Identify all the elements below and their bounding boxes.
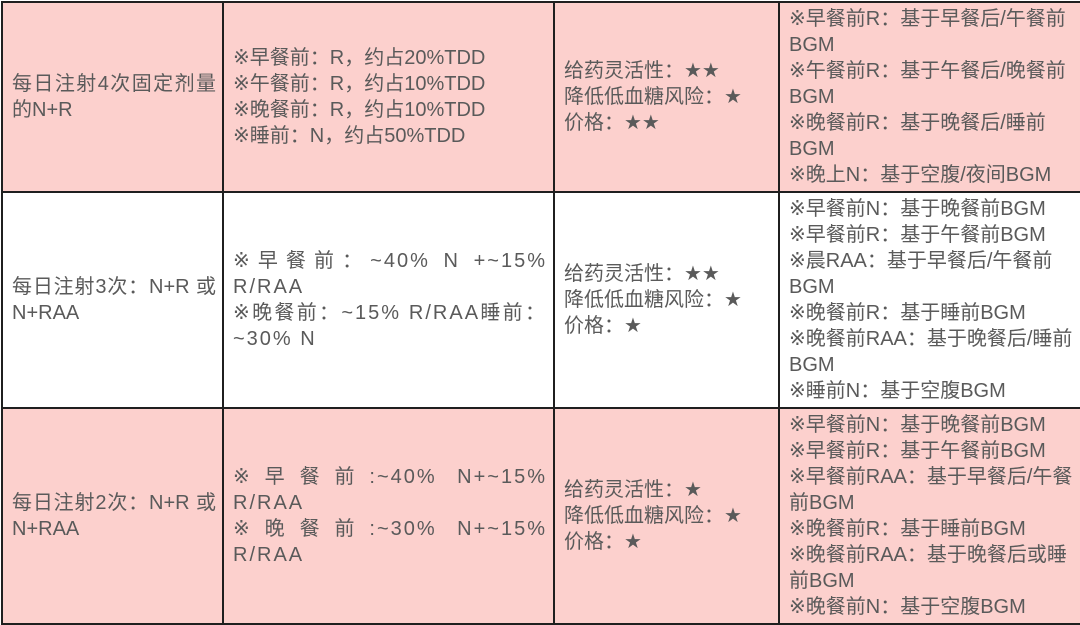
regimen-label: 每日注射3次：N+R 或 N+RAA [12,276,216,324]
attributes-cell: 给药灵活性：★ 降低低血糖风险：★ 价格：★ [553,407,780,625]
adjustment-line: ※睡前N：基于空腹BGM [789,380,1006,402]
regimen-label: 每日注射4次固定剂量的N+R [12,73,216,121]
price-rating: 价格：★★ [564,112,660,134]
adjustment-line: ※晚餐前R：基于晚餐后/睡前BGM [789,112,1046,160]
dose-distribution-cell: ※早餐前:~40% N+~15% R/RAA ※晚餐前:~30% N+~15% … [222,407,555,625]
flexibility-rating: 给药灵活性：★★ [564,263,720,285]
adjustment-line: ※早餐前N：基于晚餐前BGM [789,414,1046,436]
dose-line: ※睡前：N，约占50%TDD [233,125,466,147]
regimen-cell: 每日注射4次固定剂量的N+R [1,1,224,193]
adjustment-line: ※晚餐前N：基于空腹BGM [789,596,1026,618]
regimen-label: 每日注射2次：N+R 或 N+RAA [12,492,216,540]
dose-adjustment-cell: ※早餐前N：基于晚餐前BGM ※早餐前R：基于午餐前BGM ※晨RAA：基于早餐… [778,191,1080,409]
table-row: 每日注射2次：N+R 或 N+RAA ※早餐前:~40% N+~15% R/RA… [1,407,1080,625]
dose-adjustment-cell: ※早餐前R：基于早餐后/午餐前BGM ※午餐前R：基于午餐后/晚餐前BGM ※晚… [778,1,1080,193]
dose-distribution-cell: ※早餐前：~40% N +~15% R/RAA ※晚餐前：~15% R/RAA睡… [222,191,555,409]
price-rating: 价格：★ [564,531,642,553]
adjustment-line: ※早餐前RAA：基于早餐后/午餐前BGM [789,466,1073,514]
adjustment-line: ※晚餐前R：基于睡前BGM [789,518,1026,540]
adjustment-line: ※午餐前R：基于午餐后/晚餐前BGM [789,60,1066,108]
adjustment-line: ※晨RAA：基于早餐后/午餐前BGM [789,250,1053,298]
adjustment-line: ※早餐前R：基于午餐前BGM [789,224,1046,246]
dose-line: ※早餐前:~40% N+~15% R/RAA [233,466,547,514]
price-rating: 价格：★ [564,315,642,337]
hypoglycemia-risk-rating: 降低低血糖风险：★ [564,505,742,527]
flexibility-rating: 给药灵活性：★ [564,479,702,501]
table-row: 每日注射4次固定剂量的N+R ※早餐前：R，约占20%TDD ※午餐前：R，约占… [1,1,1080,193]
adjustment-line: ※晚餐前RAA：基于晚餐后或睡前BGM [789,544,1067,592]
adjustment-line: ※早餐前R：基于早餐后/午餐前BGM [789,8,1066,56]
dose-line: ※晚餐前:~30% N+~15% R/RAA [233,518,547,566]
dose-line: ※午餐前：R，约占10%TDD [233,73,486,95]
attributes-cell: 给药灵活性：★★ 降低低血糖风险：★ 价格：★★ [553,1,780,193]
dose-line: ※早餐前：~40% N +~15% R/RAA [233,250,547,298]
adjustment-line: ※晚餐前R：基于睡前BGM [789,302,1026,324]
adjustment-line: ※早餐前N：基于晚餐前BGM [789,198,1046,220]
table-row: 每日注射3次：N+R 或 N+RAA ※早餐前：~40% N +~15% R/R… [1,191,1080,409]
regimen-cell: 每日注射2次：N+R 或 N+RAA [1,407,224,625]
dose-adjustment-cell: ※早餐前N：基于晚餐前BGM ※早餐前R：基于午餐前BGM ※早餐前RAA：基于… [778,407,1080,625]
hypoglycemia-risk-rating: 降低低血糖风险：★ [564,289,742,311]
regimen-cell: 每日注射3次：N+R 或 N+RAA [1,191,224,409]
dose-line: ※晚餐前：R，约占10%TDD [233,99,486,121]
dose-distribution-cell: ※早餐前：R，约占20%TDD ※午餐前：R，约占10%TDD ※晚餐前：R，约… [222,1,555,193]
dose-line: ※早餐前：R，约占20%TDD [233,47,486,69]
dose-line: ※晚餐前：~15% R/RAA睡前：~30% N [233,302,547,350]
attributes-cell: 给药灵活性：★★ 降低低血糖风险：★ 价格：★ [553,191,780,409]
hypoglycemia-risk-rating: 降低低血糖风险：★ [564,86,742,108]
adjustment-line: ※晚上N：基于空腹/夜间BGM [789,164,1052,186]
adjustment-line: ※晚餐前RAA：基于晚餐后/睡前BGM [789,328,1073,376]
flexibility-rating: 给药灵活性：★★ [564,60,720,82]
adjustment-line: ※早餐前R：基于午餐前BGM [789,440,1046,462]
